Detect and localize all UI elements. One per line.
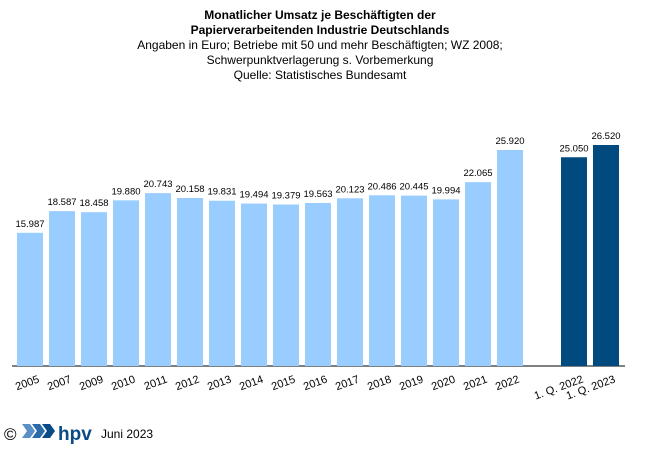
x-tick-label: 2007 <box>46 374 73 394</box>
value-label: 20.486 <box>367 181 396 192</box>
bar <box>369 195 395 366</box>
bar <box>241 203 267 366</box>
chart-title: Monatlicher Umsatz je Beschäftigten der <box>204 8 436 22</box>
subtitle: Angaben in Euro; Betriebe mit 50 und meh… <box>137 38 503 52</box>
subtitle: Schwerpunktverlagerung s. Vorbemerkung <box>207 53 434 67</box>
value-label: 18.587 <box>47 197 76 208</box>
x-tick-label: 2012 <box>174 374 201 394</box>
value-label: 19.379 <box>271 191 300 202</box>
bar <box>17 232 43 366</box>
x-tick-label: 2009 <box>78 374 105 394</box>
bar <box>433 199 459 366</box>
value-label: 19.880 <box>111 186 140 197</box>
x-tick-label: 2020 <box>430 374 457 394</box>
value-label: 25.920 <box>495 136 524 147</box>
x-tick-label: 2013 <box>206 374 233 394</box>
bar <box>305 202 331 366</box>
bar <box>593 145 619 366</box>
value-label: 19.831 <box>207 187 236 198</box>
bar <box>401 195 427 366</box>
x-tick-label: 2011 <box>143 374 169 393</box>
value-label: 18.458 <box>79 198 108 209</box>
value-label: 20.445 <box>399 182 428 193</box>
bar <box>177 198 203 366</box>
bar <box>145 193 171 366</box>
x-tick-label: 2018 <box>366 374 393 394</box>
value-label: 19.563 <box>303 189 332 200</box>
bar <box>337 198 363 366</box>
value-label: 22.065 <box>463 168 492 179</box>
bar <box>113 200 139 366</box>
x-tick-label: 2021 <box>462 374 489 394</box>
subtitle: Quelle: Statistisches Bundesamt <box>234 68 407 82</box>
x-tick-label: 2016 <box>302 374 329 394</box>
value-label: 19.994 <box>431 185 460 196</box>
x-tick-label: 2022 <box>494 374 521 394</box>
footer-date: Juni 2023 <box>101 427 153 441</box>
logo-text: hpv <box>58 424 92 445</box>
value-label: 19.494 <box>239 190 268 201</box>
logo-mark <box>22 424 55 438</box>
x-tick-label: 2010 <box>110 374 137 394</box>
bar <box>49 211 75 366</box>
value-label: 20.158 <box>175 184 204 195</box>
value-label: 15.987 <box>15 219 44 230</box>
x-tick-label: 2014 <box>238 374 265 394</box>
value-label: 20.743 <box>143 179 172 190</box>
chart-title: Papierverarbeitenden Industrie Deutschla… <box>191 23 450 37</box>
bar <box>465 182 491 366</box>
x-tick-label: 2015 <box>270 374 297 394</box>
bar <box>81 212 107 366</box>
x-tick-label: 2019 <box>398 374 425 394</box>
value-label: 25.050 <box>559 143 588 154</box>
bar <box>561 157 587 366</box>
bar <box>497 150 523 366</box>
x-tick-label: 2017 <box>334 374 361 394</box>
bar <box>273 204 299 366</box>
bar <box>209 200 235 366</box>
value-label: 26.520 <box>591 131 620 142</box>
x-tick-label: 2005 <box>14 374 41 394</box>
copyright: © <box>4 425 17 444</box>
value-label: 20.123 <box>335 184 364 195</box>
